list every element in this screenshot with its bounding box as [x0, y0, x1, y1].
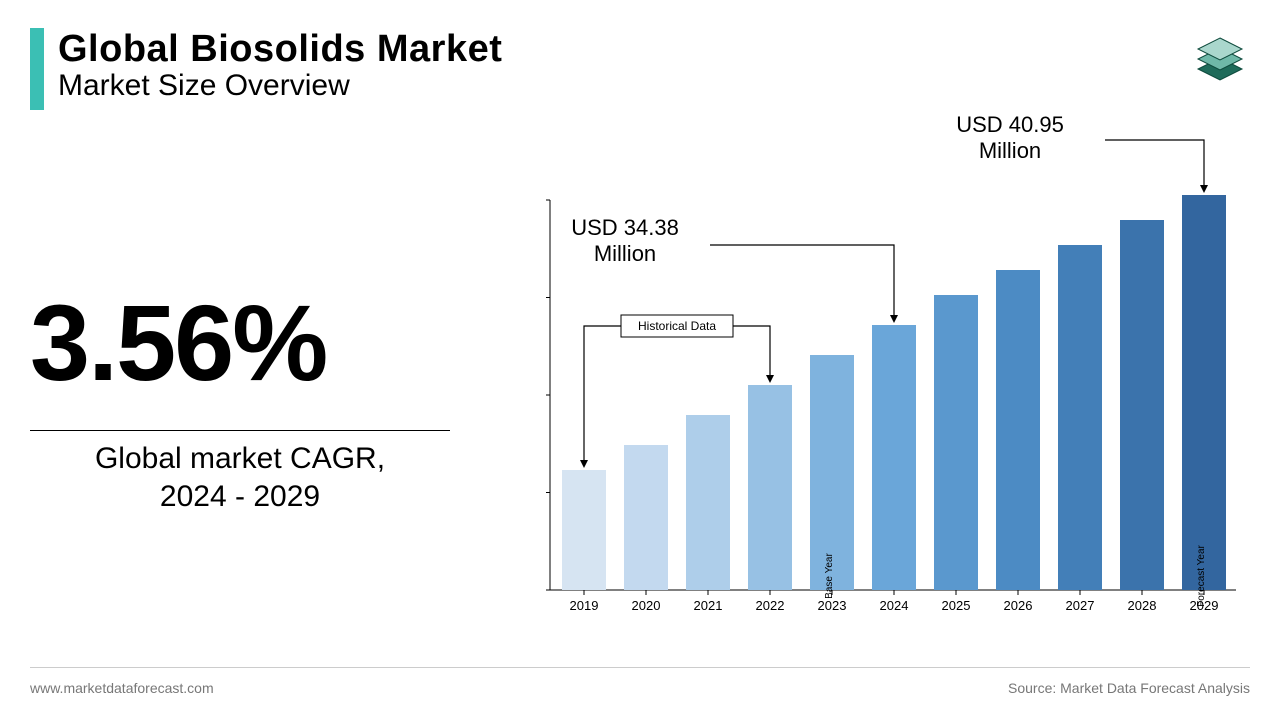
cagr-line1: Global market CAGR, [95, 442, 385, 475]
cagr-percent: 3.56% [30, 280, 326, 405]
bar-2019 [562, 470, 606, 590]
footer-url: www.marketdataforecast.com [30, 680, 214, 696]
title-block: Global Biosolids Market Market Size Over… [58, 28, 502, 103]
cagr-caption: Global market CAGR, 2024 - 2029 [30, 440, 450, 515]
bar-2025 [934, 295, 978, 590]
xlabel-2021: 2021 [694, 598, 723, 610]
bar-2028 [1120, 220, 1164, 590]
historical-label: Historical Data [638, 319, 716, 333]
bar-2024 [872, 325, 916, 590]
xlabel-2023: 2023 [818, 598, 847, 610]
bar-2020 [624, 445, 668, 590]
bar-2026 [996, 270, 1040, 590]
bar-label-2023: Base Year [824, 553, 835, 599]
callout-right-value: USD 40.95 [956, 112, 1064, 137]
bar-2021 [686, 415, 730, 590]
xlabel-2022: 2022 [756, 598, 785, 610]
page-title: Global Biosolids Market [58, 28, 502, 71]
brand-logo [1190, 28, 1250, 88]
divider-line [30, 430, 450, 431]
xlabel-2027: 2027 [1066, 598, 1095, 610]
xlabel-2028: 2028 [1128, 598, 1157, 610]
callout-right-unit: Million [979, 138, 1041, 163]
bar-label-2029: Forecast Year [1196, 544, 1207, 606]
callout-right: USD 40.95 Million [920, 112, 1100, 165]
footer-source: Source: Market Data Forecast Analysis [1008, 680, 1250, 696]
footer-rule [30, 667, 1250, 668]
bar-2027 [1058, 245, 1102, 590]
bar-chart: 2019 2020 2021 2022 2023Base Year 2024 2025 202… [540, 180, 1240, 610]
bar-2022 [748, 385, 792, 590]
accent-bar [30, 28, 44, 110]
xlabel-2025: 2025 [942, 598, 971, 610]
xlabel-2020: 2020 [632, 598, 661, 610]
xlabel-2024: 2024 [880, 598, 909, 610]
cagr-line2: 2024 - 2029 [160, 480, 320, 513]
xlabel-2019: 2019 [570, 598, 599, 610]
xlabel-2026: 2026 [1004, 598, 1033, 610]
page-subtitle: Market Size Overview [58, 69, 502, 103]
bar-2029 [1182, 195, 1226, 590]
